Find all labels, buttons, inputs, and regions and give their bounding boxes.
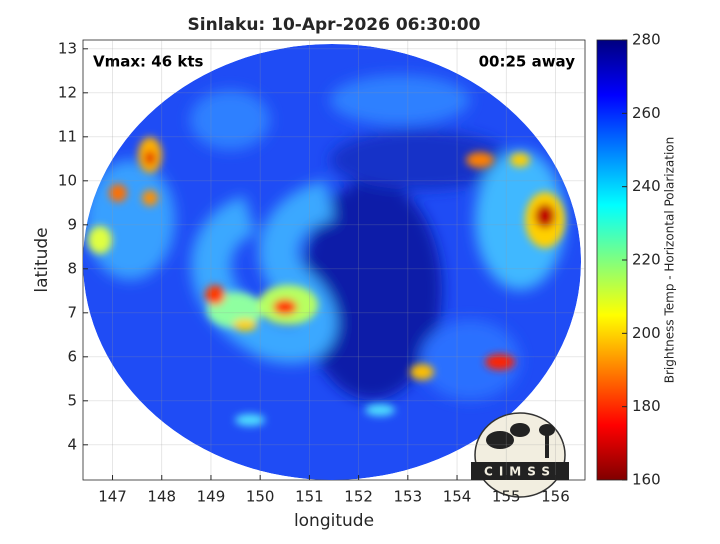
y-tick-label: 5: [67, 391, 77, 409]
x-tick-label: 150: [246, 488, 275, 506]
chart-title: Sinlaku: 10-Apr-2026 06:30:00: [188, 15, 481, 35]
x-tick-label: 147: [98, 488, 127, 506]
annotation: Vmax: 46 kts: [93, 53, 203, 71]
x-tick-label: 149: [197, 488, 226, 506]
y-tick-label: 4: [67, 435, 77, 453]
y-tick-label: 6: [67, 347, 77, 365]
colorbar-tick-label: 260: [632, 104, 661, 122]
colorbar-label: Brightness Temp - Horizontal Polarizatio…: [663, 137, 677, 384]
colorbar-tick-label: 160: [632, 471, 661, 489]
colorbar-tick-label: 220: [632, 251, 661, 269]
x-tick-label: 154: [443, 488, 472, 506]
x-tick-label: 155: [492, 488, 521, 506]
y-tick-label: 11: [58, 127, 77, 145]
logo-text: CIMSS: [484, 465, 556, 479]
y-tick-label: 7: [67, 303, 77, 321]
x-tick-label: 156: [541, 488, 570, 506]
y-tick-label: 9: [67, 215, 77, 233]
logo: CIMSS: [471, 412, 569, 498]
colorbar-tick-label: 200: [632, 324, 661, 342]
x-tick-label: 152: [344, 488, 373, 506]
x-axis-label: longitude: [294, 511, 374, 531]
x-tick-label: 153: [394, 488, 423, 506]
colorbar-tick-label: 280: [632, 31, 661, 49]
y-tick-label: 13: [58, 39, 77, 57]
y-axis-label: latitude: [32, 227, 52, 292]
y-tick-label: 10: [58, 171, 77, 189]
annotation: 00:25 away: [479, 53, 576, 71]
brightness-image: [83, 44, 581, 480]
colorbar-tick-label: 240: [632, 177, 661, 195]
y-tick-label: 12: [58, 83, 77, 101]
colorbar-tick-label: 180: [632, 397, 661, 415]
x-tick-label: 151: [295, 488, 324, 506]
y-tick-label: 8: [67, 259, 77, 277]
x-tick-label: 148: [147, 488, 176, 506]
